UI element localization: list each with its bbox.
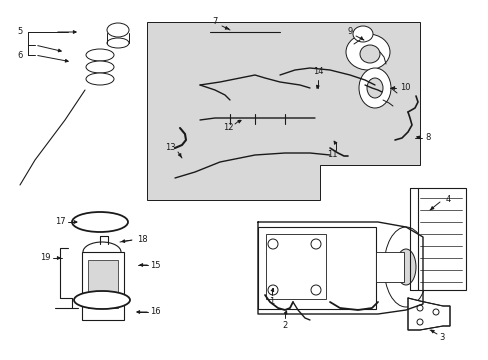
Ellipse shape xyxy=(346,34,389,70)
Ellipse shape xyxy=(383,227,427,307)
Ellipse shape xyxy=(86,73,114,85)
Ellipse shape xyxy=(366,78,382,98)
Text: 9: 9 xyxy=(346,27,352,36)
Text: 12: 12 xyxy=(223,123,233,132)
Ellipse shape xyxy=(107,38,129,48)
Text: 18: 18 xyxy=(137,235,147,244)
Text: 17: 17 xyxy=(55,217,65,226)
Ellipse shape xyxy=(358,68,390,108)
Circle shape xyxy=(432,309,438,315)
Text: 13: 13 xyxy=(164,144,175,153)
Text: 8: 8 xyxy=(425,134,430,143)
Text: 15: 15 xyxy=(149,261,160,270)
Polygon shape xyxy=(147,22,419,200)
Circle shape xyxy=(267,239,278,249)
Circle shape xyxy=(267,285,278,295)
Ellipse shape xyxy=(359,45,379,63)
Text: 3: 3 xyxy=(438,333,444,342)
Circle shape xyxy=(416,305,422,311)
Ellipse shape xyxy=(395,249,415,285)
Bar xyxy=(417,188,465,290)
Text: 2: 2 xyxy=(282,320,287,329)
Bar xyxy=(265,234,325,299)
Text: 7: 7 xyxy=(212,18,217,27)
Text: 10: 10 xyxy=(399,84,409,93)
Bar xyxy=(82,252,124,320)
Bar xyxy=(88,260,118,308)
Text: 11: 11 xyxy=(326,150,337,159)
Circle shape xyxy=(416,319,422,325)
Text: 6: 6 xyxy=(17,50,22,59)
Ellipse shape xyxy=(352,26,372,42)
Ellipse shape xyxy=(72,212,128,232)
Text: 19: 19 xyxy=(40,253,50,262)
Ellipse shape xyxy=(74,291,130,309)
Text: 14: 14 xyxy=(312,68,323,77)
Text: 16: 16 xyxy=(149,307,160,316)
Bar xyxy=(258,227,375,309)
Text: 5: 5 xyxy=(18,27,22,36)
Circle shape xyxy=(310,239,320,249)
Bar xyxy=(375,252,403,282)
Text: 4: 4 xyxy=(445,195,450,204)
Text: 1: 1 xyxy=(269,297,274,306)
Ellipse shape xyxy=(107,23,129,37)
Ellipse shape xyxy=(86,61,114,73)
Polygon shape xyxy=(407,298,449,330)
Ellipse shape xyxy=(86,49,114,61)
Circle shape xyxy=(310,285,320,295)
